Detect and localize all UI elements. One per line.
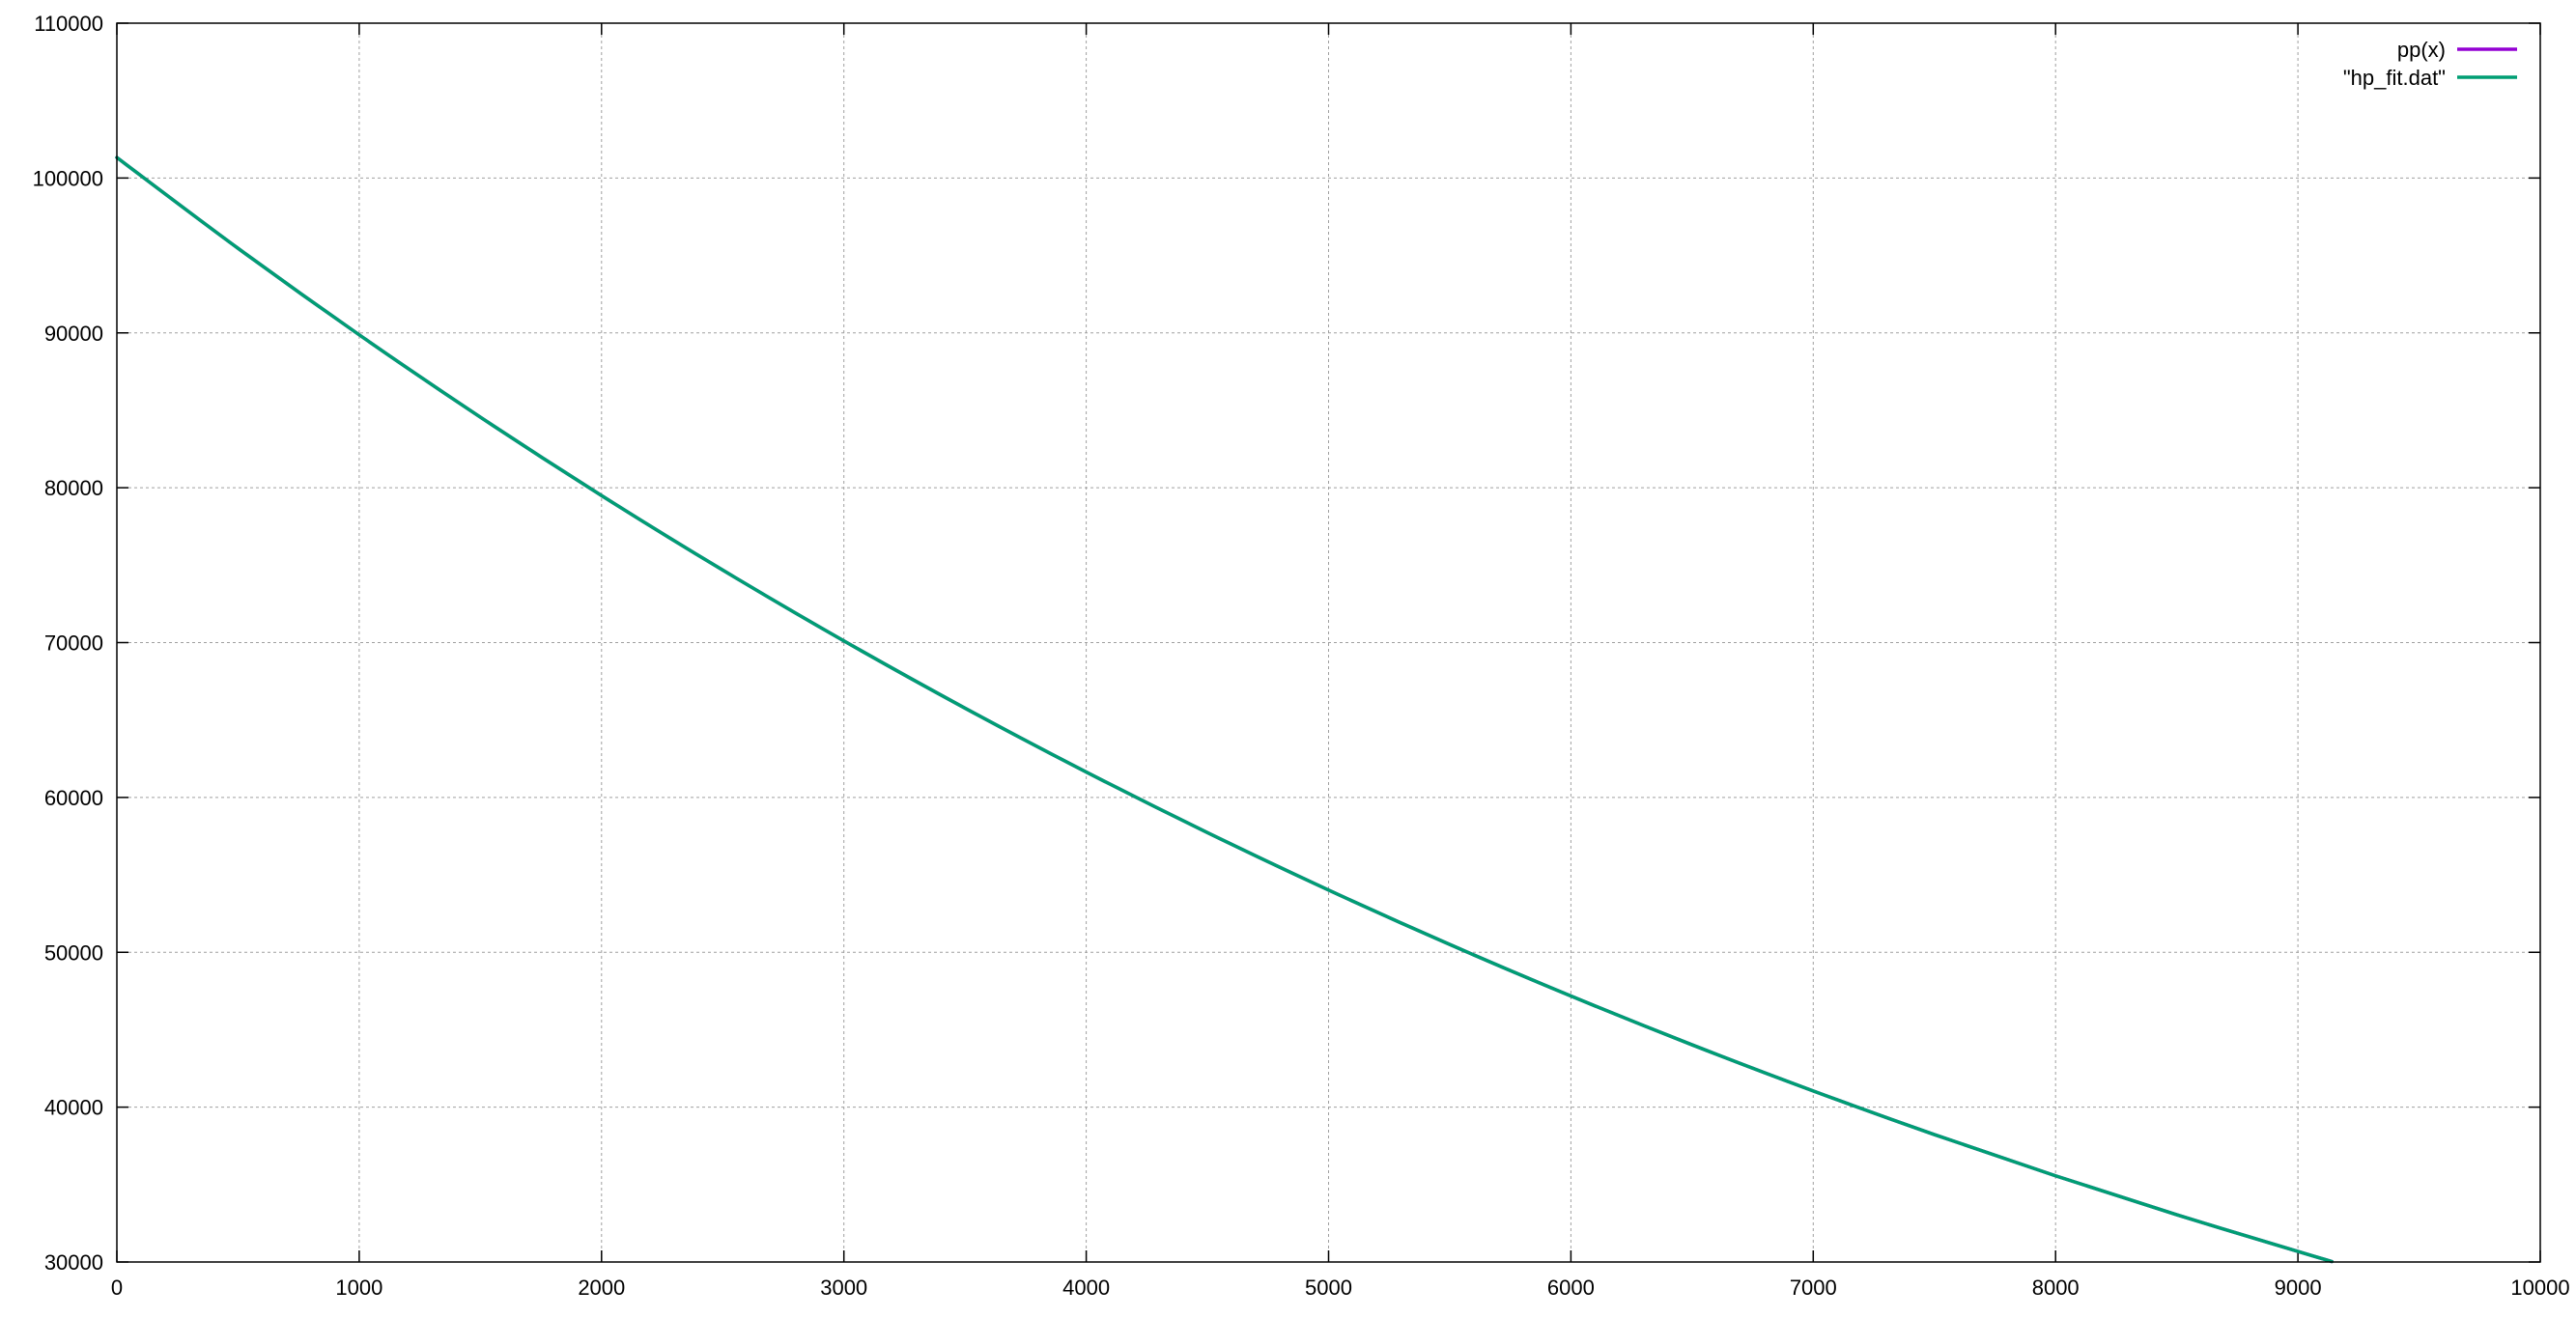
- y-tick-label: 50000: [44, 940, 103, 965]
- x-tick-label: 7000: [1790, 1276, 1837, 1300]
- plot-area-border: [116, 22, 2541, 1263]
- x-tick-label: 6000: [1547, 1276, 1595, 1300]
- y-tick-label: 30000: [44, 1250, 103, 1275]
- y-axis-tick-labels: 30000 40000 50000 60000 70000 80000 90000 10000…: [33, 12, 103, 1275]
- grid-lines: [117, 23, 2540, 1262]
- x-tick-label: 10000: [2510, 1276, 2569, 1300]
- y-tick-label: 100000: [33, 166, 103, 190]
- y-tick-label: 110000: [34, 12, 103, 36]
- series-line-1: [115, 155, 2334, 1264]
- series-lines: [115, 155, 2334, 1264]
- x-tick-label: 9000: [2275, 1276, 2322, 1300]
- y-tick-label: 40000: [44, 1096, 103, 1120]
- x-tick-label: 3000: [820, 1276, 867, 1300]
- x-tick-label: 4000: [1062, 1276, 1110, 1300]
- y-tick-label: 60000: [44, 786, 103, 810]
- x-axis-tick-labels: 0 1000 2000 3000 4000 5000 6000 7000 8000 9000 100…: [111, 1276, 2570, 1300]
- x-tick-label: 2000: [578, 1276, 625, 1300]
- x-tick-label: 8000: [2032, 1276, 2080, 1300]
- x-tick-label: 5000: [1305, 1276, 1352, 1300]
- legend: pp(x) "hp_fit.dat": [2343, 38, 2517, 90]
- legend-label: pp(x): [2397, 38, 2446, 62]
- y-tick-label: 80000: [44, 476, 103, 500]
- y-tick-label: 70000: [44, 631, 103, 656]
- series-line-0: [115, 155, 2334, 1264]
- legend-label: "hp_fit.dat": [2343, 66, 2446, 90]
- x-tick-label: 0: [111, 1276, 123, 1300]
- x-tick-label: 1000: [335, 1276, 382, 1300]
- y-tick-label: 90000: [44, 322, 103, 346]
